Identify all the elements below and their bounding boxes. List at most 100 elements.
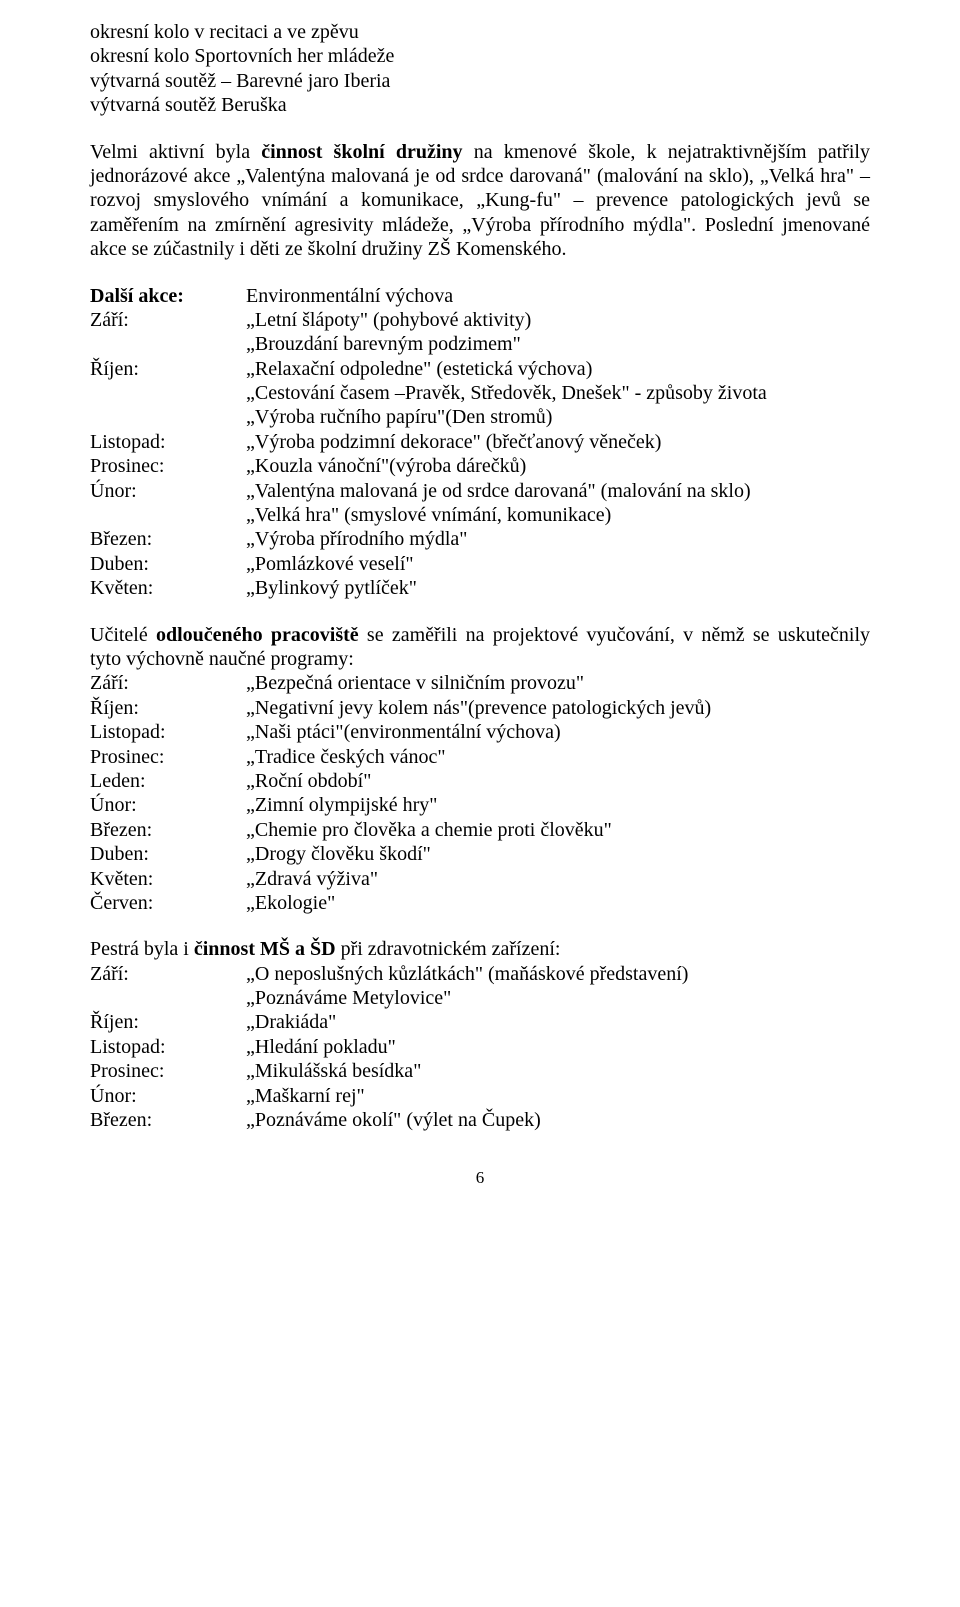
schedule-value: „Pomlázkové veselí" (246, 552, 870, 576)
schedule-row: Duben: „Drogy člověku škodí" (90, 842, 870, 866)
text: „Drakiáda" (246, 1010, 870, 1034)
text: „Kouzla vánoční"(výroba dárečků) (246, 454, 870, 478)
schedule-label: Září: (90, 671, 246, 695)
schedule-row: Květen: „Zdravá výživa" (90, 867, 870, 891)
intro-block: okresní kolo v recitaci a ve zpěvu okres… (90, 20, 870, 118)
schedule-label: Duben: (90, 552, 246, 576)
text: „Roční období" (246, 769, 870, 793)
text: „Brouzdání barevným podzimem" (246, 332, 870, 356)
schedule-value: „Ekologie" (246, 891, 870, 915)
schedule-label: Únor: (90, 793, 246, 817)
bold-text: činnost školní družiny (261, 141, 462, 163)
schedule-label: Říjen: (90, 696, 246, 720)
schedule-row: Březen: „Chemie pro člověka a chemie pro… (90, 818, 870, 842)
text: „O neposlušných kůzlátkách" (maňáskové p… (246, 962, 870, 986)
schedule-row: Prosinec: „Mikulášská besídka" (90, 1059, 870, 1083)
paragraph-odloucene-pracoviste: Učitelé odloučeného pracoviště se zaměři… (90, 623, 870, 672)
schedule-label: Březen: (90, 527, 246, 551)
paragraph-druzina: Velmi aktivní byla činnost školní družin… (90, 140, 870, 262)
schedule-label: Září: (90, 962, 246, 1011)
text: „Zdravá výživa" (246, 867, 870, 891)
schedule-row: Listopad: „Hledání pokladu" (90, 1035, 870, 1059)
schedule-row: Červen: „Ekologie" (90, 891, 870, 915)
schedule-row: Květen: „Bylinkový pytlíček" (90, 576, 870, 600)
text: „Maškarní rej" (246, 1084, 870, 1108)
schedule-value: „Výroba podzimní dekorace" (břečťanový v… (246, 430, 870, 454)
text: Velmi aktivní byla (90, 141, 261, 163)
schedule-value: „Chemie pro člověka a chemie proti člově… (246, 818, 870, 842)
text: „Tradice českých vánoc" (246, 745, 870, 769)
text: při zdravotnickém zařízení: (336, 938, 561, 960)
schedule-label: Prosinec: (90, 454, 246, 478)
schedule-row: Duben: „Pomlázkové veselí" (90, 552, 870, 576)
schedule-row: Září: „Letní šlápoty" (pohybové aktivity… (90, 308, 870, 357)
schedule-value: „Poznáváme okolí" (výlet na Čupek) (246, 1108, 870, 1132)
schedule-row: Únor: „Valentýna malovaná je od srdce da… (90, 479, 870, 528)
text: Pestrá byla i (90, 938, 194, 960)
schedule-value: „O neposlušných kůzlátkách" (maňáskové p… (246, 962, 870, 1011)
schedule-value: „Letní šlápoty" (pohybové aktivity) „Bro… (246, 308, 870, 357)
text: „Výroba přírodního mýdla" (246, 527, 870, 551)
text: „Hledání pokladu" (246, 1035, 870, 1059)
schedule-label: Prosinec: (90, 745, 246, 769)
schedule-value: „Hledání pokladu" (246, 1035, 870, 1059)
schedule-row: Září: „O neposlušných kůzlátkách" (maňás… (90, 962, 870, 1011)
schedule-value: „Bezpečná orientace v silničním provozu" (246, 671, 870, 695)
text: „Ekologie" (246, 891, 870, 915)
schedule-label: Únor: (90, 479, 246, 528)
text: „Drogy člověku škodí" (246, 842, 870, 866)
page-number: 6 (90, 1168, 870, 1189)
text: „Velká hra" (smyslové vnímání, komunikac… (246, 503, 870, 527)
intro-line: okresní kolo Sportovních her mládeže (90, 44, 870, 68)
schedule-row: Únor: „Zimní olympijské hry" (90, 793, 870, 817)
text: „Zimní olympijské hry" (246, 793, 870, 817)
intro-line: výtvarná soutěž Beruška (90, 93, 870, 117)
schedule-label: Březen: (90, 818, 246, 842)
schedule-odloucene: Září: „Bezpečná orientace v silničním pr… (90, 671, 870, 915)
schedule-value: „Maškarní rej" (246, 1084, 870, 1108)
text: „Letní šlápoty" (pohybové aktivity) (246, 308, 870, 332)
schedule-value: „Tradice českých vánoc" (246, 745, 870, 769)
schedule-label: Květen: (90, 576, 246, 600)
text: „Poznáváme Metylovice" (246, 986, 870, 1010)
schedule-value: „Drakiáda" (246, 1010, 870, 1034)
schedule-label: Listopad: (90, 1035, 246, 1059)
text: „Relaxační odpoledne" (estetická výchova… (246, 357, 870, 381)
schedule-row: Říjen: „Drakiáda" (90, 1010, 870, 1034)
schedule-label: Leden: (90, 769, 246, 793)
schedule-ms-sd: Září: „O neposlušných kůzlátkách" (maňás… (90, 962, 870, 1133)
schedule-label: Červen: (90, 891, 246, 915)
schedule-label: Další akce: (90, 284, 246, 308)
schedule-value: „Naši ptáci"(environmentální výchova) (246, 720, 870, 744)
schedule-label: Prosinec: (90, 1059, 246, 1083)
schedule-label: Listopad: (90, 430, 246, 454)
schedule-row: Březen: „Poznáváme okolí" (výlet na Čupe… (90, 1108, 870, 1132)
schedule-label: Říjen: (90, 1010, 246, 1034)
text: „Výroba podzimní dekorace" (břečťanový v… (246, 430, 870, 454)
schedule-row: Říjen: „Negativní jevy kolem nás"(preven… (90, 696, 870, 720)
text: „Výroba ručního papíru"(Den stromů) (246, 405, 870, 429)
text: „Naši ptáci"(environmentální výchova) (246, 720, 870, 744)
schedule-row: Leden: „Roční období" (90, 769, 870, 793)
schedule-value: „Zdravá výživa" (246, 867, 870, 891)
text: „Poznáváme okolí" (výlet na Čupek) (246, 1108, 870, 1132)
schedule-dalsi-akce: Další akce: Environmentální výchova Září… (90, 284, 870, 601)
schedule-label: Duben: (90, 842, 246, 866)
paragraph-ms-sd: Pestrá byla i činnost MŠ a ŠD při zdravo… (90, 937, 870, 961)
text: „Bezpečná orientace v silničním provozu" (246, 671, 870, 695)
schedule-label: Květen: (90, 867, 246, 891)
text: „Valentýna malovaná je od srdce darovaná… (246, 479, 870, 503)
schedule-value: „Negativní jevy kolem nás"(prevence pato… (246, 696, 870, 720)
schedule-value: „Relaxační odpoledne" (estetická výchova… (246, 357, 870, 430)
bold-text: odloučeného pracoviště (156, 624, 359, 646)
schedule-value: Environmentální výchova (246, 284, 870, 308)
schedule-label: Říjen: (90, 357, 246, 430)
schedule-label: Únor: (90, 1084, 246, 1108)
schedule-label: Březen: (90, 1108, 246, 1132)
text: „Chemie pro člověka a chemie proti člově… (246, 818, 870, 842)
schedule-row: Březen: „Výroba přírodního mýdla" (90, 527, 870, 551)
schedule-row: Září: „Bezpečná orientace v silničním pr… (90, 671, 870, 695)
text: „Pomlázkové veselí" (246, 552, 870, 576)
schedule-value: „Kouzla vánoční"(výroba dárečků) (246, 454, 870, 478)
schedule-value: „Drogy člověku škodí" (246, 842, 870, 866)
